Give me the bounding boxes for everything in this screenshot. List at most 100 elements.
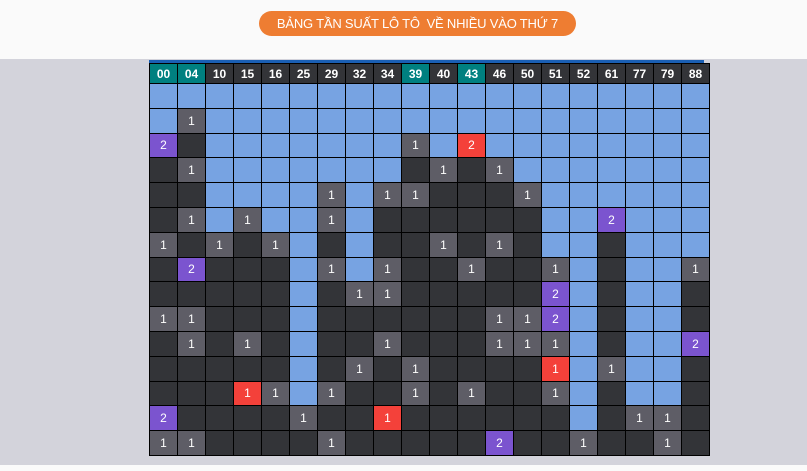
cell-88: [681, 231, 710, 258]
cell-25: [289, 380, 318, 407]
cell-50: [513, 256, 542, 283]
column-header-29: 29: [317, 63, 346, 84]
cell-79: [653, 157, 682, 184]
cell-15: [233, 107, 262, 134]
cell-39: [401, 330, 430, 357]
cell-10: [205, 430, 234, 456]
cell-51: [541, 231, 570, 258]
cell-88: [681, 281, 710, 308]
cell-88: [681, 355, 710, 382]
cell-10: [205, 182, 234, 208]
cell-61: [597, 83, 626, 109]
cell-32: [345, 107, 374, 134]
cell-46: 2: [485, 430, 514, 456]
cell-29: [317, 306, 346, 332]
cell-79: [653, 281, 682, 308]
cell-29: [317, 231, 346, 258]
cell-79: [653, 132, 682, 159]
page-title: BẢNG TẦN SUẤT LÔ TÔ VỀ NHIỀU VÀO THỨ 7: [259, 11, 576, 36]
cell-00: 2: [149, 132, 178, 159]
cell-04: 1: [177, 107, 206, 134]
cell-77: [625, 355, 654, 382]
cell-10: [205, 330, 234, 357]
cell-77: 1: [625, 405, 654, 432]
cell-16: 1: [261, 231, 290, 258]
cell-34: 1: [373, 281, 402, 308]
cell-29: 1: [317, 430, 346, 456]
cell-04: 1: [177, 430, 206, 456]
cell-04: [177, 231, 206, 258]
cell-46: [485, 107, 514, 134]
cell-46: 1: [485, 157, 514, 184]
cell-39: 1: [401, 380, 430, 407]
cell-32: [345, 405, 374, 432]
column-header-51: 51: [541, 63, 570, 84]
cell-15: [233, 430, 262, 456]
cell-46: [485, 281, 514, 308]
cell-00: [149, 330, 178, 357]
cell-29: 1: [317, 182, 346, 208]
cell-25: [289, 231, 318, 258]
cell-43: [457, 157, 486, 184]
cell-10: [205, 157, 234, 184]
cell-25: [289, 430, 318, 456]
cell-46: [485, 182, 514, 208]
cell-16: [261, 83, 290, 109]
column-header-40: 40: [429, 63, 458, 84]
cell-51: 2: [541, 281, 570, 308]
cell-40: [429, 330, 458, 357]
cell-61: [597, 430, 626, 456]
cell-51: 2: [541, 306, 570, 332]
column-header-10: 10: [205, 63, 234, 84]
cell-25: [289, 355, 318, 382]
frequency-table: 00 04 10 15 16 25 29 32 34 39 40 43 46 50 51 52 61 77 79 88…: [149, 60, 710, 456]
cell-34: [373, 83, 402, 109]
cell-04: [177, 355, 206, 382]
cell-52: [569, 281, 598, 308]
cell-34: [373, 380, 402, 407]
cell-10: [205, 405, 234, 432]
cell-77: [625, 330, 654, 357]
cell-52: [569, 107, 598, 134]
cell-39: [401, 281, 430, 308]
cell-77: [625, 206, 654, 233]
cell-16: [261, 355, 290, 382]
cell-43: [457, 281, 486, 308]
cell-50: 1: [513, 330, 542, 357]
cell-25: 1: [289, 405, 318, 432]
header-row: 00 04 10 15 16 25 29 32 34 39 40 43 46 50 51 52 61 77 79 88: [149, 63, 710, 84]
cell-32: [345, 306, 374, 332]
cell-10: [205, 306, 234, 332]
cell-79: [653, 380, 682, 407]
cell-10: [205, 355, 234, 382]
cell-52: 1: [569, 430, 598, 456]
cell-51: 1: [541, 256, 570, 283]
cell-51: [541, 107, 570, 134]
cell-34: [373, 355, 402, 382]
cell-88: [681, 206, 710, 233]
cell-04: 1: [177, 330, 206, 357]
cell-00: 1: [149, 231, 178, 258]
cell-43: [457, 355, 486, 382]
cell-00: [149, 206, 178, 233]
cell-15: [233, 256, 262, 283]
cell-77: [625, 281, 654, 308]
cell-04: [177, 132, 206, 159]
cell-39: [401, 157, 430, 184]
cell-29: [317, 281, 346, 308]
cell-50: 1: [513, 182, 542, 208]
cell-43: 1: [457, 256, 486, 283]
cell-39: [401, 306, 430, 332]
cell-00: [149, 157, 178, 184]
cell-00: [149, 182, 178, 208]
cell-16: [261, 430, 290, 456]
cell-77: [625, 231, 654, 258]
cell-32: [345, 231, 374, 258]
cell-46: 1: [485, 330, 514, 357]
cell-61: [597, 405, 626, 432]
